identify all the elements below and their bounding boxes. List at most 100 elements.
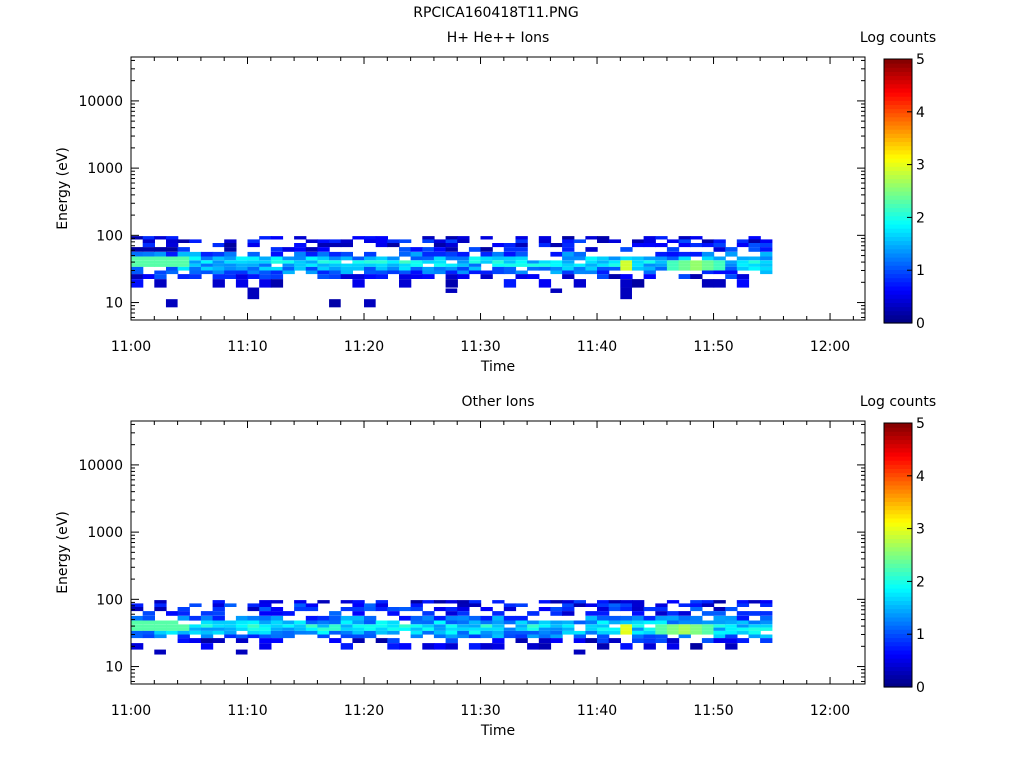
heatmap-cell [247, 607, 260, 612]
heatmap-cell [445, 627, 458, 631]
heatmap-cell [562, 236, 575, 240]
heatmap-cell [736, 274, 750, 279]
heatmap-cell [632, 607, 645, 612]
heatmap-cell [317, 600, 330, 604]
heatmap-cell [224, 603, 237, 607]
heatmap-cell [422, 274, 435, 279]
heatmap-cell [748, 239, 761, 243]
heatmap-cell [690, 274, 703, 279]
heatmap-cell [317, 266, 330, 271]
colorbar-swatch [884, 476, 912, 482]
heatmap-cell [725, 251, 738, 257]
heatmap-cell [259, 263, 272, 267]
heatmap-cell [317, 615, 330, 621]
colorbar-swatch [884, 145, 912, 151]
heatmap-cell [212, 279, 225, 288]
heatmap-cell [655, 236, 668, 240]
heatmap-cell [166, 263, 179, 267]
heatmap-cell [200, 630, 214, 635]
heatmap-cell [538, 236, 552, 240]
colorbar-tick-label: 4 [916, 469, 925, 485]
heatmap-cell [294, 236, 307, 240]
colorbar-swatch [884, 472, 912, 478]
heatmap-cell [247, 287, 260, 300]
colorbar-frame [883, 58, 913, 324]
heatmap-cell [643, 243, 656, 248]
colorbar-swatch [884, 637, 912, 643]
heatmap-cell [270, 600, 284, 604]
heatmap-cell [492, 634, 505, 639]
heatmap-cell [643, 263, 656, 267]
heatmap-cell [503, 634, 517, 639]
heatmap-cell [352, 274, 365, 279]
heatmap-cell [375, 620, 388, 625]
heatmap-cell [632, 615, 645, 621]
colorbar-swatch [884, 654, 912, 659]
colorbar-swatch [884, 423, 912, 428]
heatmap-cell [259, 620, 272, 625]
heatmap-cell [760, 620, 773, 625]
heatmap-cell [131, 266, 144, 271]
heatmap-cell [690, 260, 703, 264]
colorbar-swatch [884, 484, 912, 490]
y-tick-label: 100 [96, 592, 123, 608]
heatmap-cell [457, 236, 470, 240]
heatmap-cell [748, 611, 761, 616]
heatmap-cell [305, 260, 319, 264]
heatmap-cell [364, 607, 377, 612]
colorbar-tick-label: 4 [916, 105, 925, 121]
heatmap-cell [282, 260, 295, 264]
heatmap-cell [573, 266, 586, 271]
heatmap-cell [655, 607, 668, 612]
heatmap-cell [492, 600, 505, 604]
heatmap-cell [224, 634, 237, 639]
heatmap-cell [736, 630, 750, 635]
heatmap-cell [166, 247, 179, 252]
heatmap-cell [200, 266, 214, 271]
heatmap-cell [270, 247, 284, 252]
heatmap-cell [760, 243, 773, 248]
heatmap-cell [422, 630, 435, 635]
heatmap-cell [364, 603, 377, 607]
heatmap-cell [305, 603, 319, 607]
heatmap-cell [270, 266, 284, 271]
heatmap-cell [725, 607, 738, 612]
colorbar-swatch [884, 563, 912, 568]
heatmap-cell [736, 600, 750, 604]
heatmap-cell [364, 615, 377, 621]
heatmap-cell [690, 643, 703, 650]
heatmap-cell [620, 627, 633, 631]
heatmap-cell [410, 634, 423, 639]
heatmap-cell [200, 260, 214, 264]
heatmap-cell [632, 634, 645, 639]
heatmap-cell [725, 274, 738, 279]
colorbar-swatch [884, 67, 912, 72]
x-axis-label: Time [480, 359, 515, 375]
heatmap-cell [597, 615, 610, 621]
heatmap-cell [643, 239, 656, 243]
colorbar-swatch [884, 215, 912, 221]
x-tick-label: 12:00 [810, 339, 850, 355]
heatmap-cell [468, 600, 482, 604]
heatmap-cell [538, 624, 552, 628]
heatmap-cell [410, 270, 423, 275]
colorbar-swatch [884, 480, 912, 486]
heatmap-cell [410, 256, 423, 261]
heatmap-cell [189, 266, 202, 271]
heatmap-cell [515, 634, 528, 639]
heatmap-cell [142, 263, 155, 267]
heatmap-cell [457, 274, 470, 279]
heatmap-cell [340, 243, 353, 248]
heatmap-cell [375, 239, 388, 243]
heatmap-cell [760, 266, 773, 271]
heatmap-cell [748, 630, 761, 635]
colorbar-swatch [884, 464, 912, 469]
heatmap-cell [247, 627, 260, 631]
heatmap-cell [177, 634, 190, 639]
heatmap-cell [399, 279, 412, 288]
heatmap-cell [468, 260, 482, 264]
heatmap-cell [597, 600, 610, 604]
heatmap-cell [515, 239, 528, 243]
heatmap-cell [457, 607, 470, 612]
heatmap-cell [270, 279, 284, 288]
